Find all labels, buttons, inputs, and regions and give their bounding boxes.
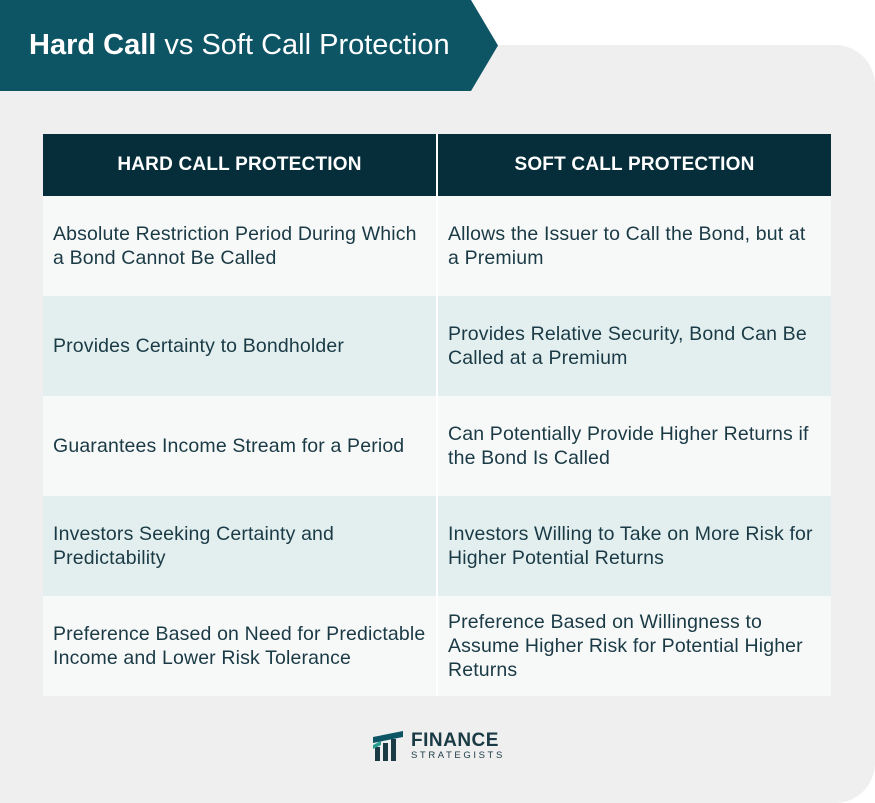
table-cell-hard: Investors Seeking Certainty and Predicta… — [43, 496, 438, 596]
table-cell-soft: Can Potentially Provide Higher Returns i… — [437, 396, 831, 496]
table-row: Absolute Restriction Period During Which… — [43, 196, 831, 296]
table-header-row: HARD CALL PROTECTION SOFT CALL PROTECTIO… — [43, 134, 831, 196]
page-title: Hard Call vs Soft Call Protection — [29, 29, 450, 62]
table-cell-hard: Guarantees Income Stream for a Period — [43, 396, 438, 496]
title-banner: Hard Call vs Soft Call Protection — [0, 0, 498, 91]
table-cell-hard: Preference Based on Need for Predictable… — [43, 596, 438, 696]
table-cell-soft: Provides Relative Security, Bond Can Be … — [437, 296, 831, 396]
table-row: Preference Based on Need for Predictable… — [43, 596, 831, 696]
header-hard-call: HARD CALL PROTECTION — [43, 134, 438, 196]
header-soft-call: SOFT CALL PROTECTION — [437, 134, 831, 196]
table-row: Investors Seeking Certainty and Predicta… — [43, 496, 831, 596]
table-cell-soft: Investors Willing to Take on More Risk f… — [437, 496, 831, 596]
logo-wordmark: FINANCE — [411, 730, 499, 752]
comparison-table: HARD CALL PROTECTION SOFT CALL PROTECTIO… — [43, 134, 831, 696]
table-cell-soft: Allows the Issuer to Call the Bond, but … — [437, 196, 831, 296]
finance-strategists-logo: FINANCE STRATEGISTS — [371, 727, 505, 765]
finance-strategists-logo-icon — [373, 731, 403, 761]
table-row: Provides Certainty to Bondholder Provide… — [43, 296, 831, 396]
table-cell-hard: Provides Certainty to Bondholder — [43, 296, 438, 396]
title-rest: vs Soft Call Protection — [156, 29, 450, 61]
title-bold: Hard Call — [29, 29, 157, 61]
table-cell-hard: Absolute Restriction Period During Which… — [43, 196, 438, 296]
logo-subtitle: STRATEGISTS — [411, 750, 505, 762]
table-cell-soft: Preference Based on Willingness to Assum… — [437, 596, 831, 696]
table-row: Guarantees Income Stream for a Period Ca… — [43, 396, 831, 496]
